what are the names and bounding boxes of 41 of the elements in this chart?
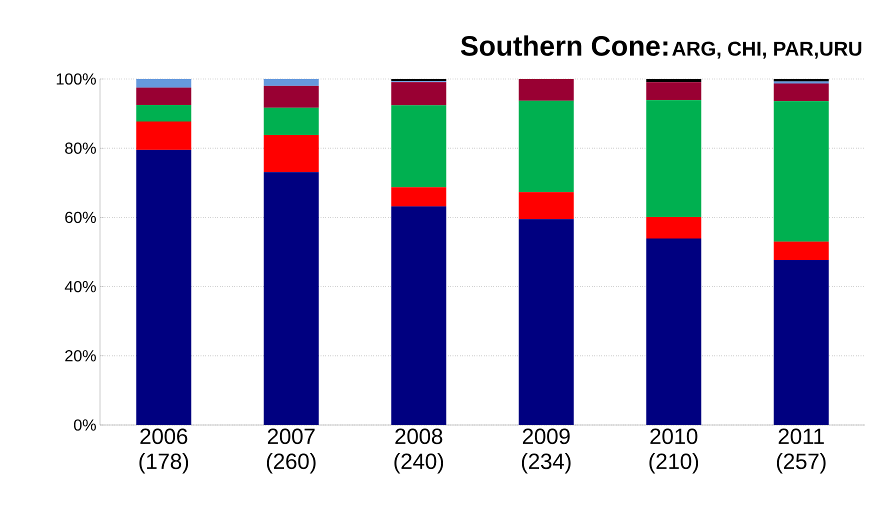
bar <box>518 219 574 425</box>
bar <box>774 260 829 425</box>
chart-subtitle: ARG, CHI, PAR,URU <box>672 42 862 59</box>
bar <box>518 192 574 220</box>
y-tick-label: 20% <box>65 350 96 362</box>
y-tick-label: 100% <box>56 73 96 85</box>
bar <box>136 122 192 150</box>
bar <box>264 79 319 86</box>
bar <box>264 172 319 425</box>
bar <box>136 79 192 88</box>
y-tick-label: 60% <box>65 212 96 224</box>
x-tick-label: 2008 (240) <box>394 428 444 474</box>
bar <box>774 83 829 102</box>
bar <box>518 100 574 192</box>
chart-title: Southern Cone: <box>460 35 668 56</box>
bar <box>646 238 702 425</box>
bar <box>518 79 574 101</box>
bar <box>646 100 702 218</box>
bar <box>774 101 829 242</box>
bar <box>264 86 319 108</box>
bar <box>391 206 446 425</box>
x-tick-label: 2011 (257) <box>776 428 826 474</box>
bar <box>646 217 702 239</box>
y-tick-label: 40% <box>64 280 96 292</box>
bar <box>136 150 192 425</box>
bar <box>391 105 446 188</box>
bar <box>391 82 446 106</box>
bar <box>774 242 829 260</box>
bar <box>136 88 192 105</box>
bar <box>646 82 702 100</box>
x-tick-label: 2010 (210) <box>649 428 698 474</box>
bar <box>264 135 319 172</box>
bar <box>264 108 319 136</box>
y-tick-label: 0% <box>74 419 96 431</box>
y-tick-label: 80% <box>65 142 96 154</box>
bar <box>391 187 446 206</box>
x-tick-label: 2007 (260) <box>266 428 316 474</box>
x-tick-label: 2009 (234) <box>522 428 571 474</box>
bar <box>136 104 192 122</box>
x-tick-label: 2006 (178) <box>139 428 188 474</box>
bar <box>646 79 702 82</box>
